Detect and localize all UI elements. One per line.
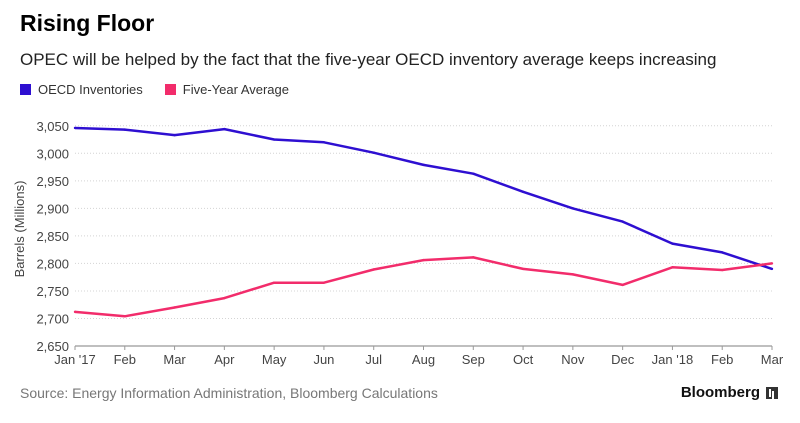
x-tick-label: Aug [412, 352, 435, 367]
data-point-oecd [571, 207, 575, 210]
data-point-five-year [571, 273, 575, 276]
x-tick-label: May [262, 352, 287, 367]
y-tick-label: 3,000 [36, 146, 69, 161]
x-tick-label: Oct [513, 352, 534, 367]
chart-legend: OECD Inventories Five-Year Average [20, 82, 311, 97]
data-point-five-year [322, 281, 326, 284]
y-tick-label: 2,850 [36, 229, 69, 244]
series-line-five-year-average [74, 256, 773, 318]
data-point-five-year [123, 315, 126, 318]
data-point-oecd [621, 220, 624, 223]
y-axis-label: Barrels (Millions) [12, 181, 27, 278]
legend-swatch-five-year [164, 84, 176, 95]
x-tick-label: Jul [365, 352, 382, 367]
data-point-oecd [173, 133, 176, 137]
legend-label-oecd: OECD Inventories [38, 82, 143, 97]
y-tick-label: 2,950 [36, 174, 69, 189]
x-tick-label: Mar [163, 352, 186, 367]
brand-name: Bloomberg [680, 384, 760, 401]
x-tick-label: Mar [761, 352, 784, 367]
series-line-oecd-inventories [74, 126, 773, 271]
data-point-five-year [173, 306, 176, 309]
data-point-oecd [671, 242, 674, 245]
data-point-oecd [770, 267, 774, 271]
x-tick-label: Sep [462, 352, 485, 367]
x-tick-label: Nov [561, 352, 585, 367]
data-point-oecd [322, 141, 326, 144]
data-point-oecd [472, 172, 475, 175]
y-tick-label: 2,800 [36, 256, 69, 271]
y-tick-label: 2,900 [36, 201, 69, 216]
data-point-oecd [123, 128, 126, 131]
source-note: Source: Energy Information Administratio… [20, 385, 438, 401]
data-point-oecd [272, 138, 276, 141]
legend-item-five-year: Five-Year Average [164, 82, 289, 97]
data-point-five-year [671, 266, 674, 269]
x-tick-label: Feb [114, 352, 136, 367]
data-point-oecd [372, 151, 375, 154]
brand-logo: Bloomberg [681, 384, 778, 401]
data-point-oecd [721, 251, 724, 254]
data-point-five-year [521, 267, 525, 271]
chart-title: Rising Floor [20, 10, 155, 36]
data-point-oecd [422, 163, 425, 167]
data-point-five-year [472, 256, 475, 259]
x-tick-label: Feb [711, 352, 733, 367]
data-point-five-year [73, 310, 77, 314]
data-point-five-year [721, 268, 724, 272]
y-tick-label: 3,050 [36, 119, 69, 134]
y-tick-label: 2,700 [36, 311, 69, 326]
x-tick-label: Jan '18 [652, 352, 694, 367]
data-point-oecd [73, 126, 77, 130]
y-tick-label: 2,750 [36, 284, 69, 299]
x-tick-label: Dec [611, 352, 635, 367]
x-tick-label: Jun [313, 352, 334, 367]
data-point-five-year [621, 283, 624, 287]
data-point-five-year [422, 258, 425, 262]
x-tick-label: Apr [214, 352, 235, 367]
legend-label-five-year: Five-Year Average [182, 82, 289, 97]
data-point-oecd [223, 127, 226, 131]
legend-swatch-oecd [20, 84, 31, 95]
x-tick-label: Jan '17 [54, 352, 96, 367]
bloomberg-mark-icon [766, 386, 778, 399]
data-point-five-year [272, 281, 276, 284]
data-point-five-year [770, 262, 774, 265]
data-point-five-year [223, 296, 226, 300]
data-point-oecd [521, 190, 525, 194]
y-tick-label: 2,650 [36, 339, 69, 354]
chart-subtitle: OPEC will be helped by the fact that the… [20, 50, 717, 69]
legend-item-oecd: OECD Inventories [20, 82, 143, 97]
data-point-five-year [372, 268, 375, 271]
